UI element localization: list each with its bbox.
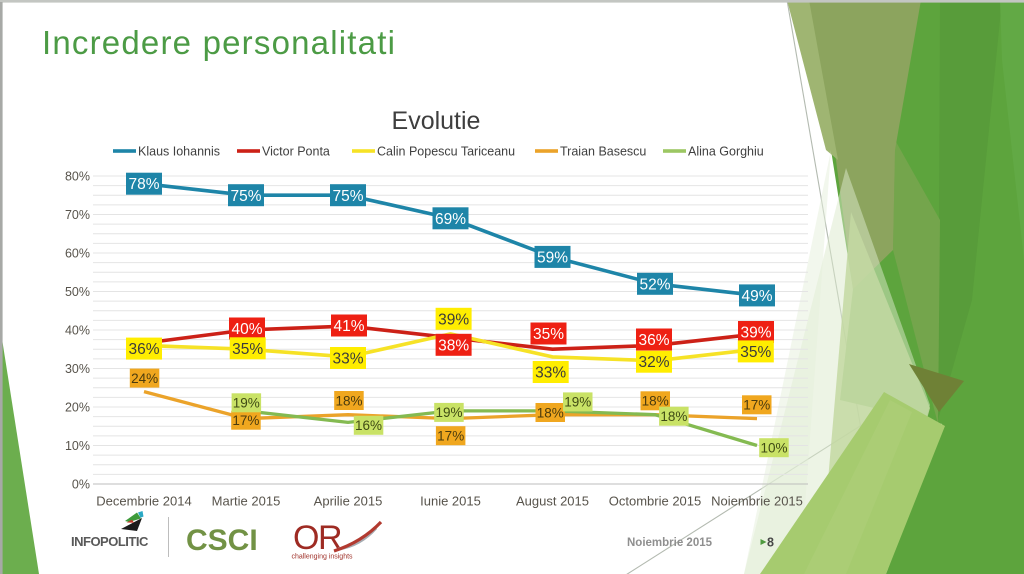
svg-text:Iunie 2015: Iunie 2015: [420, 494, 481, 509]
svg-text:Noiembrie 2015: Noiembrie 2015: [711, 494, 803, 509]
svg-text:challenging insights: challenging insights: [291, 554, 353, 561]
svg-text:17%: 17%: [437, 429, 464, 444]
svg-text:10%: 10%: [760, 441, 787, 456]
svg-text:24%: 24%: [131, 371, 158, 386]
svg-text:Aprilie 2015: Aprilie 2015: [314, 494, 383, 509]
svg-text:40%: 40%: [231, 321, 262, 338]
svg-text:30%: 30%: [65, 362, 90, 376]
svg-text:40%: 40%: [65, 323, 90, 337]
svg-text:38%: 38%: [438, 337, 469, 354]
svg-text:Calin Popescu Tariceanu: Calin Popescu Tariceanu: [377, 144, 515, 158]
svg-text:35%: 35%: [740, 344, 771, 361]
svg-text:Octombrie 2015: Octombrie 2015: [609, 494, 702, 509]
svg-text:20%: 20%: [65, 400, 90, 414]
svg-text:18%: 18%: [660, 409, 687, 424]
svg-text:75%: 75%: [230, 188, 261, 205]
svg-text:78%: 78%: [128, 176, 159, 193]
svg-text:69%: 69%: [435, 211, 466, 228]
svg-text:19%: 19%: [233, 396, 260, 411]
svg-text:49%: 49%: [741, 288, 772, 305]
svg-text:60%: 60%: [65, 246, 90, 260]
svg-text:OR: OR: [293, 519, 341, 557]
svg-text:33%: 33%: [535, 365, 566, 382]
svg-text:36%: 36%: [128, 341, 159, 358]
svg-text:41%: 41%: [333, 318, 364, 335]
svg-text:17%: 17%: [232, 413, 259, 428]
svg-text:Traian Basescu: Traian Basescu: [560, 144, 646, 158]
svg-text:36%: 36%: [638, 332, 669, 349]
svg-text:Klaus Iohannis: Klaus Iohannis: [138, 144, 220, 158]
svg-text:18%: 18%: [335, 393, 362, 408]
svg-text:19%: 19%: [435, 405, 462, 420]
svg-text:70%: 70%: [65, 208, 90, 222]
svg-text:32%: 32%: [638, 354, 669, 371]
svg-text:Incredere personalitati: Incredere personalitati: [42, 24, 396, 61]
svg-text:17%: 17%: [743, 398, 770, 413]
svg-text:19%: 19%: [564, 395, 591, 410]
svg-text:50%: 50%: [65, 285, 90, 299]
svg-text:August 2015: August 2015: [516, 494, 589, 509]
svg-text:33%: 33%: [332, 351, 363, 368]
svg-text:Alina Gorghiu: Alina Gorghiu: [688, 144, 764, 158]
svg-text:Victor Ponta: Victor Ponta: [262, 144, 330, 158]
svg-text:INFOPOLITIC: INFOPOLITIC: [71, 534, 149, 549]
svg-text:Evolutie: Evolutie: [392, 107, 481, 135]
svg-text:16%: 16%: [355, 418, 382, 433]
svg-text:39%: 39%: [740, 325, 771, 342]
svg-text:CSCI: CSCI: [186, 524, 258, 557]
svg-text:39%: 39%: [438, 311, 469, 328]
svg-text:Martie 2015: Martie 2015: [212, 494, 281, 509]
svg-text:Decembrie 2014: Decembrie 2014: [96, 494, 191, 509]
svg-text:80%: 80%: [65, 169, 90, 183]
svg-text:0%: 0%: [72, 477, 90, 491]
svg-text:18%: 18%: [537, 405, 564, 420]
svg-text:10%: 10%: [65, 439, 90, 453]
svg-text:75%: 75%: [332, 188, 363, 205]
svg-text:8: 8: [767, 535, 774, 549]
svg-text:35%: 35%: [533, 326, 564, 343]
svg-text:59%: 59%: [537, 249, 568, 266]
svg-text:35%: 35%: [232, 341, 263, 358]
svg-text:52%: 52%: [639, 276, 670, 293]
svg-text:Noiembrie 2015: Noiembrie 2015: [627, 537, 713, 549]
svg-text:18%: 18%: [642, 394, 669, 409]
